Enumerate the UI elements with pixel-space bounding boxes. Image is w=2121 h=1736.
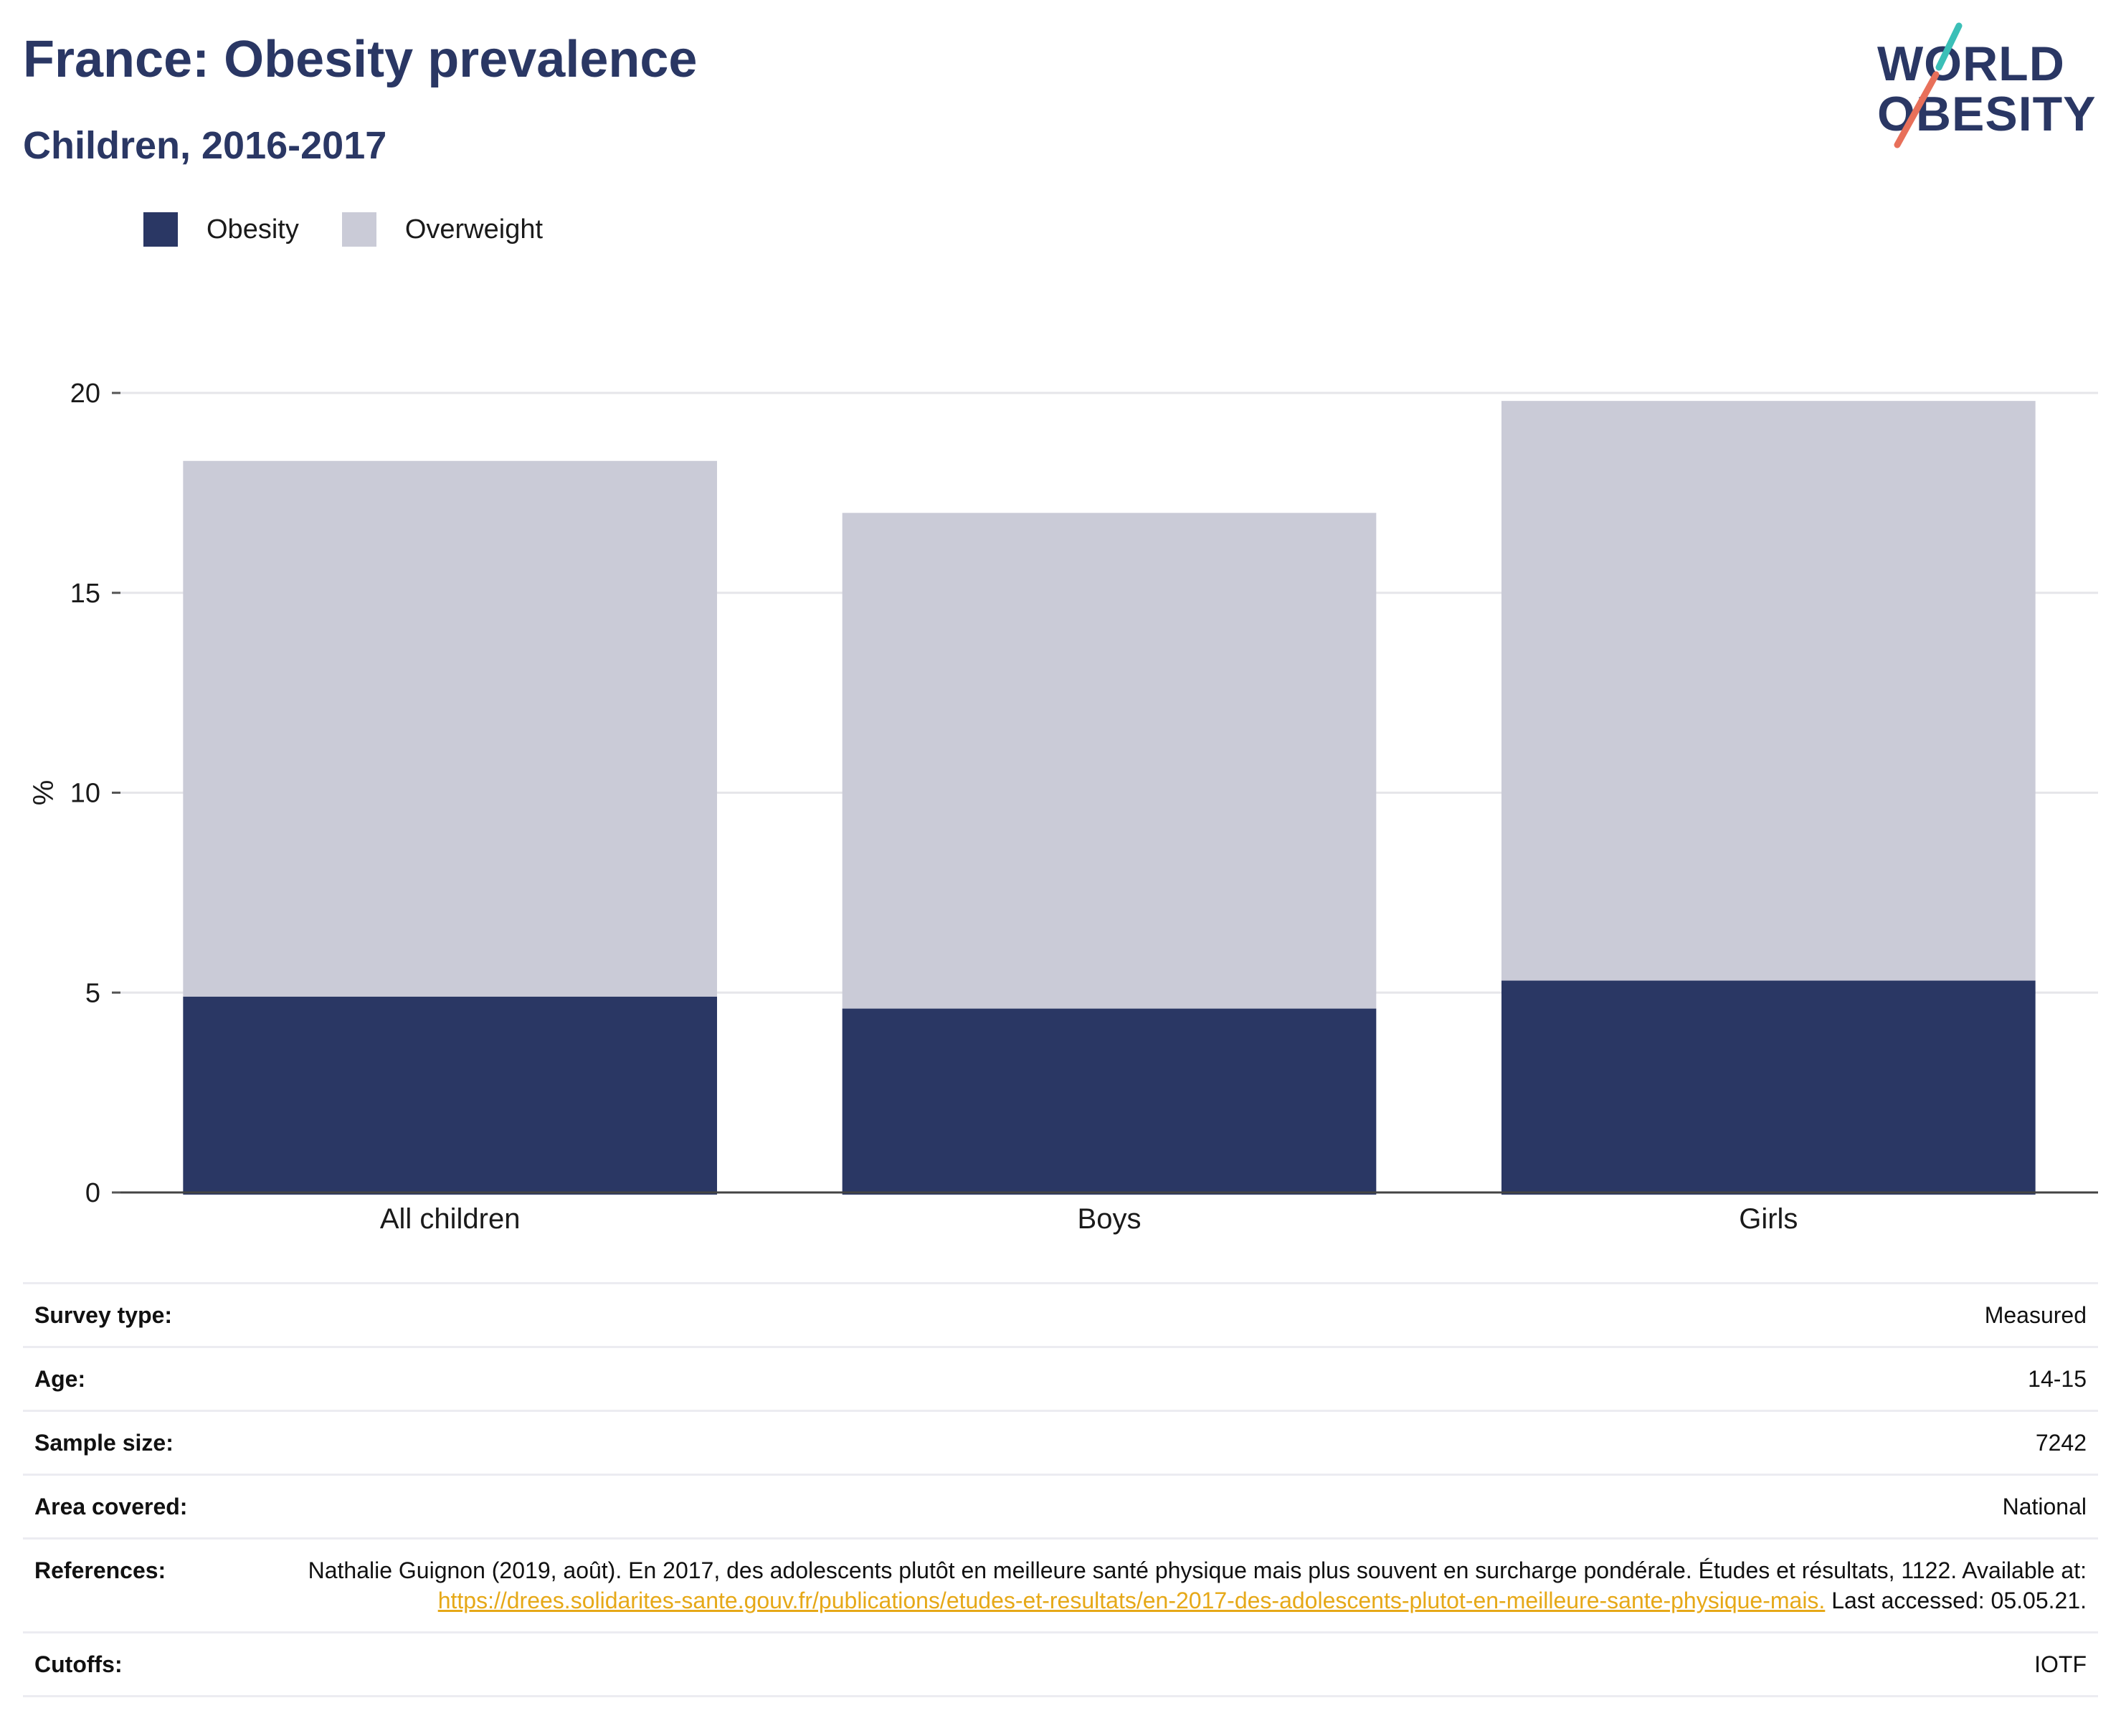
- bar-obesity-girls: [1501, 980, 2036, 1195]
- bar-obesity-boys: [842, 1008, 1377, 1195]
- meta-label: Survey type:: [34, 1302, 173, 1328]
- meta-label: Area covered:: [34, 1494, 188, 1519]
- x-tick-label: Boys: [1078, 1203, 1142, 1235]
- meta-row-age: Age: 14-15: [23, 1348, 2098, 1412]
- survey-metadata-table: Survey type: Measured Age: 14-15 Sample …: [23, 1282, 2098, 1697]
- meta-row-cutoffs: Cutoffs: IOTF: [23, 1633, 2098, 1697]
- legend-item-overweight[interactable]: Overweight: [341, 212, 544, 247]
- logo-slash-teal: [1935, 22, 1963, 71]
- bar-overweight-girls: [1501, 401, 2036, 981]
- chart-subtitle: Children, 2016-2017: [23, 124, 387, 167]
- y-tick-label: 5: [85, 978, 100, 1008]
- y-tick-label: 15: [70, 579, 100, 609]
- y-tick-label: 10: [70, 779, 100, 809]
- meta-value: 7242: [2035, 1430, 2087, 1456]
- reference-text: Nathalie Guignon (2019, août). En 2017, …: [308, 1557, 2087, 1583]
- meta-label: Cutoffs:: [34, 1651, 123, 1677]
- chart-legend: Obesity Overweight: [143, 212, 586, 247]
- meta-value: IOTF: [2034, 1651, 2087, 1677]
- reference-link[interactable]: https://drees.solidarites-sante.gouv.fr/…: [437, 1588, 1826, 1613]
- y-tick-label: 0: [85, 1178, 100, 1208]
- legend-label-overweight: Overweight: [404, 214, 544, 245]
- meta-value: 14-15: [2028, 1366, 2087, 1392]
- meta-row-survey-type: Survey type: Measured: [23, 1284, 2098, 1348]
- meta-value: Measured: [1984, 1302, 2087, 1328]
- logo-line2: OBESITY: [1877, 87, 2097, 141]
- bar-overweight-all-children: [183, 460, 717, 997]
- legend-swatch-obesity: [143, 212, 178, 247]
- meta-label: Age:: [34, 1366, 86, 1392]
- legend-swatch-overweight: [341, 212, 376, 247]
- meta-label: References:: [34, 1557, 166, 1583]
- meta-row-references: References: Nathalie Guignon (2019, août…: [23, 1540, 2098, 1633]
- meta-value: National: [2002, 1494, 2087, 1519]
- reference-citation: Nathalie Guignon (2019, août). En 2017, …: [294, 1555, 2087, 1616]
- meta-row-area-covered: Area covered: National: [23, 1476, 2098, 1540]
- legend-item-obesity[interactable]: Obesity: [143, 212, 299, 247]
- x-tick-label: All children: [380, 1203, 521, 1235]
- meta-row-sample-size: Sample size: 7242: [23, 1412, 2098, 1476]
- legend-label-obesity: Obesity: [207, 214, 299, 245]
- x-tick-label: Girls: [1739, 1203, 1798, 1235]
- bar-obesity-all-children: [183, 996, 717, 1195]
- meta-label: Sample size:: [34, 1430, 174, 1456]
- chart-title: France: Obesity prevalence: [23, 31, 698, 88]
- bar-overweight-boys: [842, 513, 1377, 1009]
- logo-line1: WORLD: [1877, 37, 2065, 91]
- stacked-bar-chart: 0 5 10 15 20% All children Boys Girls: [28, 379, 2098, 1235]
- world-obesity-logo: WORLD OBESITY: [1877, 22, 2097, 148]
- y-axis-label: %: [28, 780, 60, 806]
- logo-slash-coral: [1894, 71, 1940, 148]
- y-tick-label: 20: [70, 379, 100, 409]
- reference-accessed: Last accessed: 05.05.21.: [1825, 1588, 2087, 1613]
